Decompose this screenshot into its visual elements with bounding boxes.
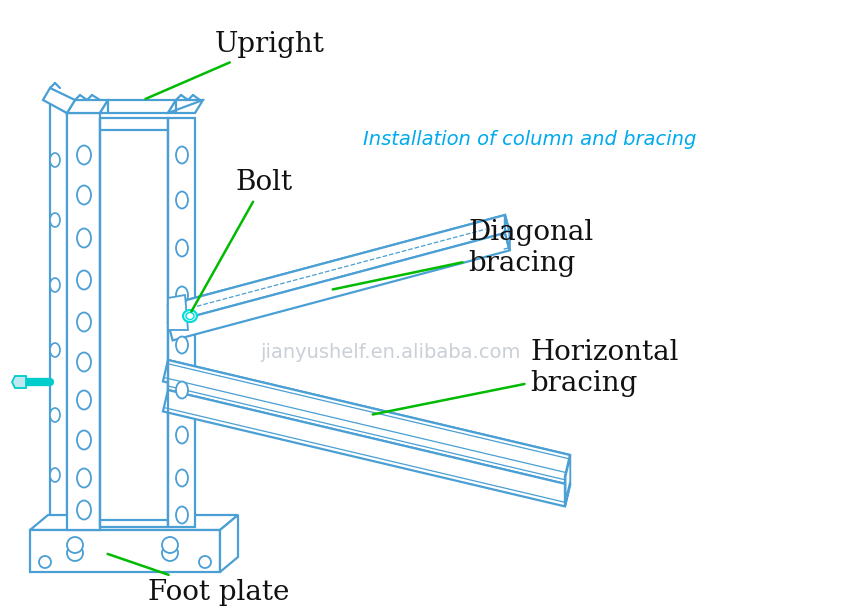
Ellipse shape bbox=[176, 146, 188, 164]
Text: Upright: Upright bbox=[146, 31, 325, 99]
Polygon shape bbox=[30, 515, 238, 530]
Polygon shape bbox=[50, 103, 67, 530]
Polygon shape bbox=[168, 233, 510, 340]
Circle shape bbox=[67, 537, 83, 553]
Ellipse shape bbox=[176, 426, 188, 443]
Ellipse shape bbox=[176, 336, 188, 354]
Polygon shape bbox=[168, 118, 195, 527]
Ellipse shape bbox=[77, 352, 91, 371]
Text: Foot plate: Foot plate bbox=[108, 554, 289, 606]
Circle shape bbox=[39, 556, 51, 568]
Polygon shape bbox=[168, 295, 188, 330]
Ellipse shape bbox=[183, 310, 197, 322]
Ellipse shape bbox=[77, 312, 91, 331]
Ellipse shape bbox=[50, 153, 60, 167]
Ellipse shape bbox=[176, 381, 188, 399]
Ellipse shape bbox=[50, 408, 60, 422]
Text: Horizontal
bracing: Horizontal bracing bbox=[373, 339, 679, 415]
Polygon shape bbox=[67, 113, 100, 530]
Ellipse shape bbox=[77, 469, 91, 488]
Ellipse shape bbox=[77, 146, 91, 164]
Ellipse shape bbox=[186, 312, 194, 320]
Text: Installation of column and bracing: Installation of column and bracing bbox=[363, 130, 696, 149]
Text: Bolt: Bolt bbox=[191, 170, 293, 312]
Ellipse shape bbox=[50, 213, 60, 227]
Polygon shape bbox=[168, 215, 510, 322]
Polygon shape bbox=[168, 360, 570, 485]
Circle shape bbox=[67, 545, 83, 561]
Ellipse shape bbox=[176, 191, 188, 208]
Polygon shape bbox=[163, 360, 570, 477]
Ellipse shape bbox=[50, 468, 60, 482]
Ellipse shape bbox=[176, 507, 188, 523]
Ellipse shape bbox=[176, 287, 188, 303]
Ellipse shape bbox=[50, 343, 60, 357]
Ellipse shape bbox=[77, 229, 91, 247]
Circle shape bbox=[199, 556, 211, 568]
Ellipse shape bbox=[77, 186, 91, 205]
Polygon shape bbox=[100, 100, 176, 113]
Circle shape bbox=[162, 545, 178, 561]
Polygon shape bbox=[566, 459, 570, 499]
Ellipse shape bbox=[77, 391, 91, 410]
Polygon shape bbox=[67, 100, 108, 113]
Polygon shape bbox=[220, 515, 238, 572]
Ellipse shape bbox=[176, 239, 188, 256]
Polygon shape bbox=[505, 215, 510, 250]
Polygon shape bbox=[43, 88, 75, 113]
Polygon shape bbox=[163, 390, 570, 506]
Circle shape bbox=[162, 537, 178, 553]
Polygon shape bbox=[12, 376, 26, 388]
Ellipse shape bbox=[77, 501, 91, 520]
Polygon shape bbox=[565, 455, 570, 506]
Ellipse shape bbox=[77, 271, 91, 290]
Polygon shape bbox=[168, 100, 203, 113]
Ellipse shape bbox=[50, 278, 60, 292]
Text: Diagonal
bracing: Diagonal bracing bbox=[333, 219, 593, 290]
Ellipse shape bbox=[176, 469, 188, 486]
Polygon shape bbox=[168, 215, 505, 323]
Polygon shape bbox=[100, 118, 168, 527]
Text: jianyushelf.en.alibaba.com: jianyushelf.en.alibaba.com bbox=[260, 343, 520, 362]
Ellipse shape bbox=[77, 430, 91, 450]
Polygon shape bbox=[30, 530, 220, 572]
